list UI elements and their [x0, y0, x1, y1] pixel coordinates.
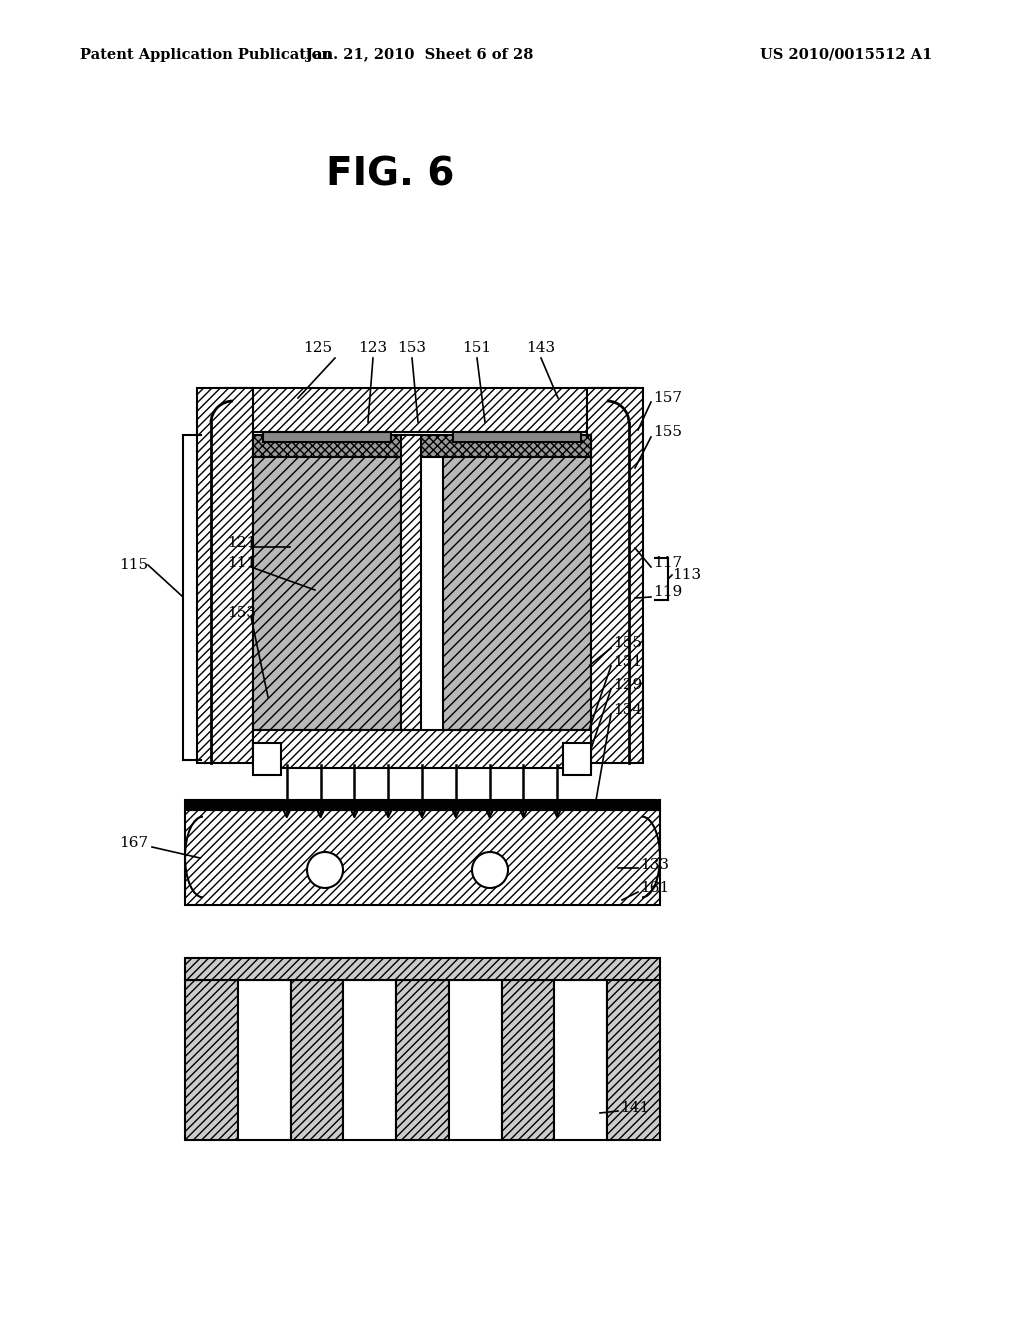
Bar: [253, 743, 281, 775]
Text: 115: 115: [119, 558, 148, 572]
Bar: [185, 800, 660, 810]
Text: 167: 167: [119, 836, 148, 850]
Bar: [253, 436, 591, 457]
Bar: [401, 436, 421, 730]
Bar: [222, 388, 638, 432]
Text: 129: 129: [613, 678, 642, 692]
Bar: [453, 432, 581, 442]
Bar: [185, 979, 238, 1140]
Circle shape: [307, 851, 343, 888]
Text: 121: 121: [227, 536, 256, 550]
Text: 123: 123: [358, 341, 387, 355]
Bar: [607, 979, 660, 1140]
Text: 143: 143: [526, 341, 555, 355]
Bar: [197, 388, 253, 763]
Text: 133: 133: [640, 858, 669, 873]
Text: 161: 161: [640, 880, 670, 895]
Text: 157: 157: [653, 391, 682, 405]
Text: 141: 141: [620, 1101, 649, 1115]
Text: 131: 131: [613, 655, 642, 669]
Text: 151: 151: [462, 341, 492, 355]
Bar: [291, 979, 343, 1140]
Bar: [263, 432, 391, 442]
Bar: [396, 979, 449, 1140]
Bar: [443, 436, 591, 730]
Bar: [238, 979, 291, 1140]
Text: Jan. 21, 2010  Sheet 6 of 28: Jan. 21, 2010 Sheet 6 of 28: [306, 48, 534, 62]
Bar: [185, 958, 660, 979]
Bar: [563, 743, 591, 775]
Text: 134: 134: [613, 704, 642, 717]
Text: 125: 125: [303, 341, 332, 355]
Bar: [253, 730, 591, 768]
Bar: [587, 388, 643, 763]
Bar: [449, 979, 502, 1140]
Text: 155: 155: [653, 425, 682, 440]
Bar: [185, 810, 660, 906]
Circle shape: [472, 851, 508, 888]
Text: 111: 111: [227, 556, 256, 570]
Bar: [502, 979, 554, 1140]
Text: 113: 113: [672, 568, 701, 582]
Text: 153: 153: [227, 606, 256, 620]
Text: 119: 119: [653, 585, 682, 599]
Text: 155: 155: [613, 636, 642, 649]
Text: US 2010/0015512 A1: US 2010/0015512 A1: [760, 48, 933, 62]
Text: FIG. 6: FIG. 6: [326, 156, 455, 194]
Text: Patent Application Publication: Patent Application Publication: [80, 48, 332, 62]
Bar: [554, 979, 607, 1140]
Bar: [253, 436, 401, 730]
Text: 117: 117: [653, 556, 682, 570]
Text: 153: 153: [397, 341, 426, 355]
Bar: [343, 979, 396, 1140]
